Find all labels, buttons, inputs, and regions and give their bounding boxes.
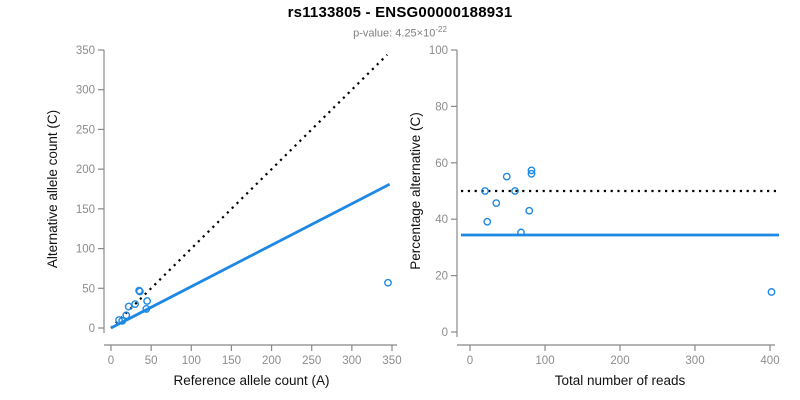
x-axis-title: Total number of reads xyxy=(555,373,686,388)
figure-header: rs1133805 - ENSG00000188931 p-value: 4.2… xyxy=(0,4,800,41)
x-tick-label: 50 xyxy=(145,355,158,367)
x-tick-label: 400 xyxy=(760,355,779,367)
data-point xyxy=(483,217,492,226)
x-tick-label: 300 xyxy=(685,355,704,367)
y-tick-label: 200 xyxy=(76,164,95,176)
x-tick-label: 100 xyxy=(182,355,201,367)
x-tick-label: 300 xyxy=(342,355,361,367)
page-title: rs1133805 - ENSG00000188931 xyxy=(287,4,513,21)
x-tick-label: 0 xyxy=(467,355,473,367)
data-point xyxy=(136,287,144,296)
x-tick-label: 200 xyxy=(610,355,629,367)
y-axis-title: Alternative allele count (C) xyxy=(45,110,60,268)
data-point xyxy=(481,187,489,195)
y-tick-label: 40 xyxy=(435,214,448,226)
data-point xyxy=(517,228,525,237)
y-tick-label: 0 xyxy=(442,327,448,339)
x-tick-label: 350 xyxy=(382,355,401,367)
y-tick-label: 100 xyxy=(429,45,448,57)
data-point xyxy=(118,316,127,325)
y-tick-label: 20 xyxy=(435,271,448,283)
data-point xyxy=(135,286,144,295)
data-point xyxy=(511,187,519,195)
y-tick-label: 50 xyxy=(82,283,95,295)
x-axis-title: Reference allele count (A) xyxy=(173,373,329,388)
data-point xyxy=(142,305,151,313)
y-tick-label: 250 xyxy=(76,124,95,136)
x-tick-label: 150 xyxy=(222,355,241,367)
y-tick-label: 60 xyxy=(435,158,448,170)
data-point xyxy=(527,169,536,178)
y-axis-title: Percentage alternative (C) xyxy=(408,112,423,270)
identity-line xyxy=(110,53,388,329)
data-point xyxy=(527,166,536,175)
data-point xyxy=(525,206,534,215)
data-point xyxy=(767,288,776,296)
x-tick-label: 0 xyxy=(108,355,114,367)
data-point xyxy=(122,311,131,320)
data-point xyxy=(115,316,123,324)
data-point xyxy=(384,278,392,287)
x-tick-label: 200 xyxy=(262,355,281,367)
y-tick-label: 150 xyxy=(76,204,95,216)
data-point xyxy=(492,199,501,208)
allele-count-scatter-plot: 0 50 100 150 200 250 300 350 0 50 100 150 200 250 300 3… xyxy=(45,45,402,388)
data-point xyxy=(143,297,152,305)
y-tick-label: 300 xyxy=(76,85,95,97)
p-value-subtitle: p-value: 4.25×10-22 xyxy=(0,23,800,41)
y-tick-label: 80 xyxy=(435,101,448,113)
p-value-exponent: -22 xyxy=(435,25,447,34)
x-tick-label: 250 xyxy=(302,355,321,367)
percentage-scatter-plot: 0 20 40 60 80 100 0 100 200 300 400 Total number of… xyxy=(408,45,780,388)
y-tick-label: 350 xyxy=(76,45,95,57)
data-point xyxy=(124,302,133,311)
y-tick-label: 100 xyxy=(76,244,95,256)
data-point xyxy=(502,172,511,181)
p-value-text: p-value: 4.25×10 xyxy=(353,27,436,40)
fit-line xyxy=(110,182,391,330)
data-point xyxy=(131,300,139,309)
y-tick-label: 0 xyxy=(89,323,95,335)
x-tick-label: 100 xyxy=(535,355,554,367)
